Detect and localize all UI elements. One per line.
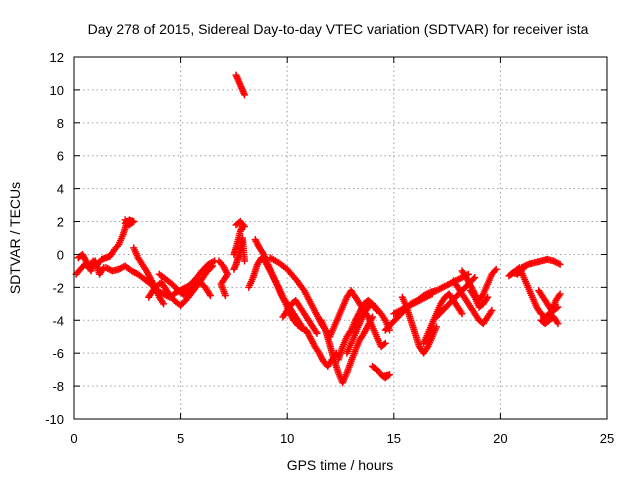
x-tick-label: 20 [493,431,507,446]
x-axis-label: GPS time / hours [287,457,394,473]
x-tick-label: 15 [387,431,401,446]
data-point [470,275,478,283]
series-arc-28 [449,277,496,328]
y-tick-label: -4 [52,313,64,328]
data-point [209,262,217,270]
y-tick-label: -6 [52,346,64,361]
series-arc-11 [232,71,249,99]
x-tick-label: 5 [177,431,184,446]
chart-title: Day 278 of 2015, Sidereal Day-to-day VTE… [88,21,589,37]
data-point [206,292,214,300]
x-tick-label: 0 [70,431,77,446]
data-point [471,273,479,281]
series-arc-10 [230,234,249,273]
y-tick-label: -10 [45,412,64,427]
series-arc-22 [368,362,394,382]
series-arc-34 [537,313,562,328]
y-tick-label: -2 [52,280,64,295]
data-point [522,262,530,270]
data-point [121,216,129,224]
data-point [458,310,466,318]
y-tick-label: 6 [57,149,64,164]
data-point [379,372,387,380]
series-arc-14 [251,236,306,332]
series-arc-26 [390,290,436,318]
series-arc-2 [74,250,108,278]
y-tick-labels: -10 -8 -6 -4 -2 0 2 4 6 8 10 12 [45,50,64,427]
data-point [492,265,500,273]
grid-lines [74,57,607,419]
data-point [554,320,562,328]
series-arc-30 [467,287,492,311]
series-arc-21 [343,300,394,357]
data-point [556,290,564,298]
data-point [484,293,492,301]
series-arc-8 [215,257,232,300]
data-point [556,260,564,268]
y-tick-label: -8 [52,379,64,394]
data-point [381,339,389,347]
data-point [207,263,215,271]
data-points [72,71,564,387]
x-tick-labels: 0 5 10 15 20 25 [70,431,614,446]
y-tick-label: 0 [57,247,64,262]
x-tick-label: 25 [600,431,614,446]
data-point [297,323,305,331]
data-point [241,91,249,99]
series-arc-5 [130,244,168,308]
y-tick-label: 10 [50,83,64,98]
y-tick-label: 2 [57,215,64,230]
data-point [241,257,249,265]
data-point [160,300,168,308]
data-point [432,323,440,331]
series-arc-16 [279,297,321,337]
data-point [380,340,388,348]
y-axis-label: SDTVAR / TECUs [7,182,23,294]
y-tick-label: 8 [57,116,64,131]
x-tick-label: 10 [280,431,294,446]
plot-frame [73,56,608,420]
y-tick-label: 12 [50,50,64,65]
data-point [313,329,321,337]
series-arc-18 [317,313,376,387]
data-point [521,263,529,271]
axis-ticks [73,56,608,420]
data-point [221,292,229,300]
series-arc-4 [121,216,138,229]
data-point [241,222,249,230]
data-point [298,325,306,332]
series-arc-6 [145,262,217,309]
series-arc-7 [155,270,214,300]
series-arc-33 [535,287,564,314]
series-arc-12 [232,218,249,230]
data-point [428,290,436,298]
data-point [488,306,496,314]
series-arc-35 [505,262,530,280]
series-arc-23 [381,270,472,334]
y-tick-label: 4 [57,182,64,197]
